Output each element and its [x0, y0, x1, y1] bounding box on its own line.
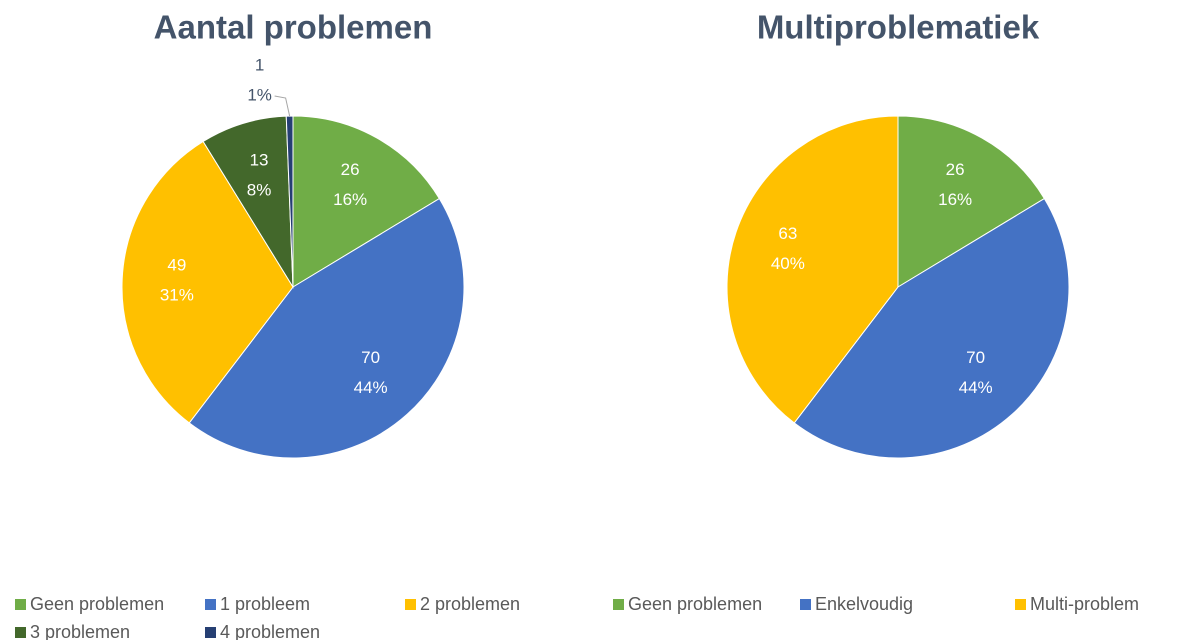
data-label: 40% [771, 254, 805, 273]
data-label: 26 [946, 160, 965, 179]
chart-title: Multiproblematiek [757, 9, 1040, 46]
legend-label: 3 problemen [30, 622, 130, 640]
data-label: 70 [966, 348, 985, 367]
data-label: 8% [247, 180, 272, 199]
pie-slice [188, 197, 465, 459]
legend-label: Geen problemen [628, 594, 762, 614]
legend-swatch [15, 599, 26, 610]
leader-line [274, 95, 291, 117]
data-label: 1% [247, 85, 272, 104]
legend-label: Geen problemen [30, 594, 164, 614]
data-label: 31% [160, 286, 194, 305]
data-label: 1 [255, 55, 264, 74]
chart-title: Aantal problemen [154, 9, 433, 46]
legend-swatch [15, 627, 26, 638]
pie-slice [793, 197, 1070, 459]
pie-slice [202, 115, 294, 289]
pie-slice [121, 140, 294, 424]
legend-label: Enkelvoudig [815, 594, 913, 614]
legend-label: Multi-problem [1030, 594, 1139, 614]
pie-slice [726, 115, 899, 424]
data-label: 13 [250, 150, 269, 169]
legend-label: 1 probleem [220, 594, 310, 614]
legend-label: 4 problemen [220, 622, 320, 640]
legend-swatch [800, 599, 811, 610]
legend-swatch [1015, 599, 1026, 610]
data-label: 49 [167, 256, 186, 275]
data-label: 63 [778, 224, 797, 243]
legend-swatch [205, 627, 216, 638]
data-label: 44% [354, 378, 388, 397]
data-label: 70 [361, 348, 380, 367]
legend-label: 2 problemen [420, 594, 520, 614]
data-label: 26 [341, 160, 360, 179]
legend-swatch [205, 599, 216, 610]
data-label: 16% [333, 190, 367, 209]
data-label: 16% [938, 190, 972, 209]
pie-slice [897, 115, 1046, 288]
data-label: 44% [959, 378, 993, 397]
legend-swatch [405, 599, 416, 610]
legend-swatch [613, 599, 624, 610]
pie-slice [292, 115, 441, 288]
